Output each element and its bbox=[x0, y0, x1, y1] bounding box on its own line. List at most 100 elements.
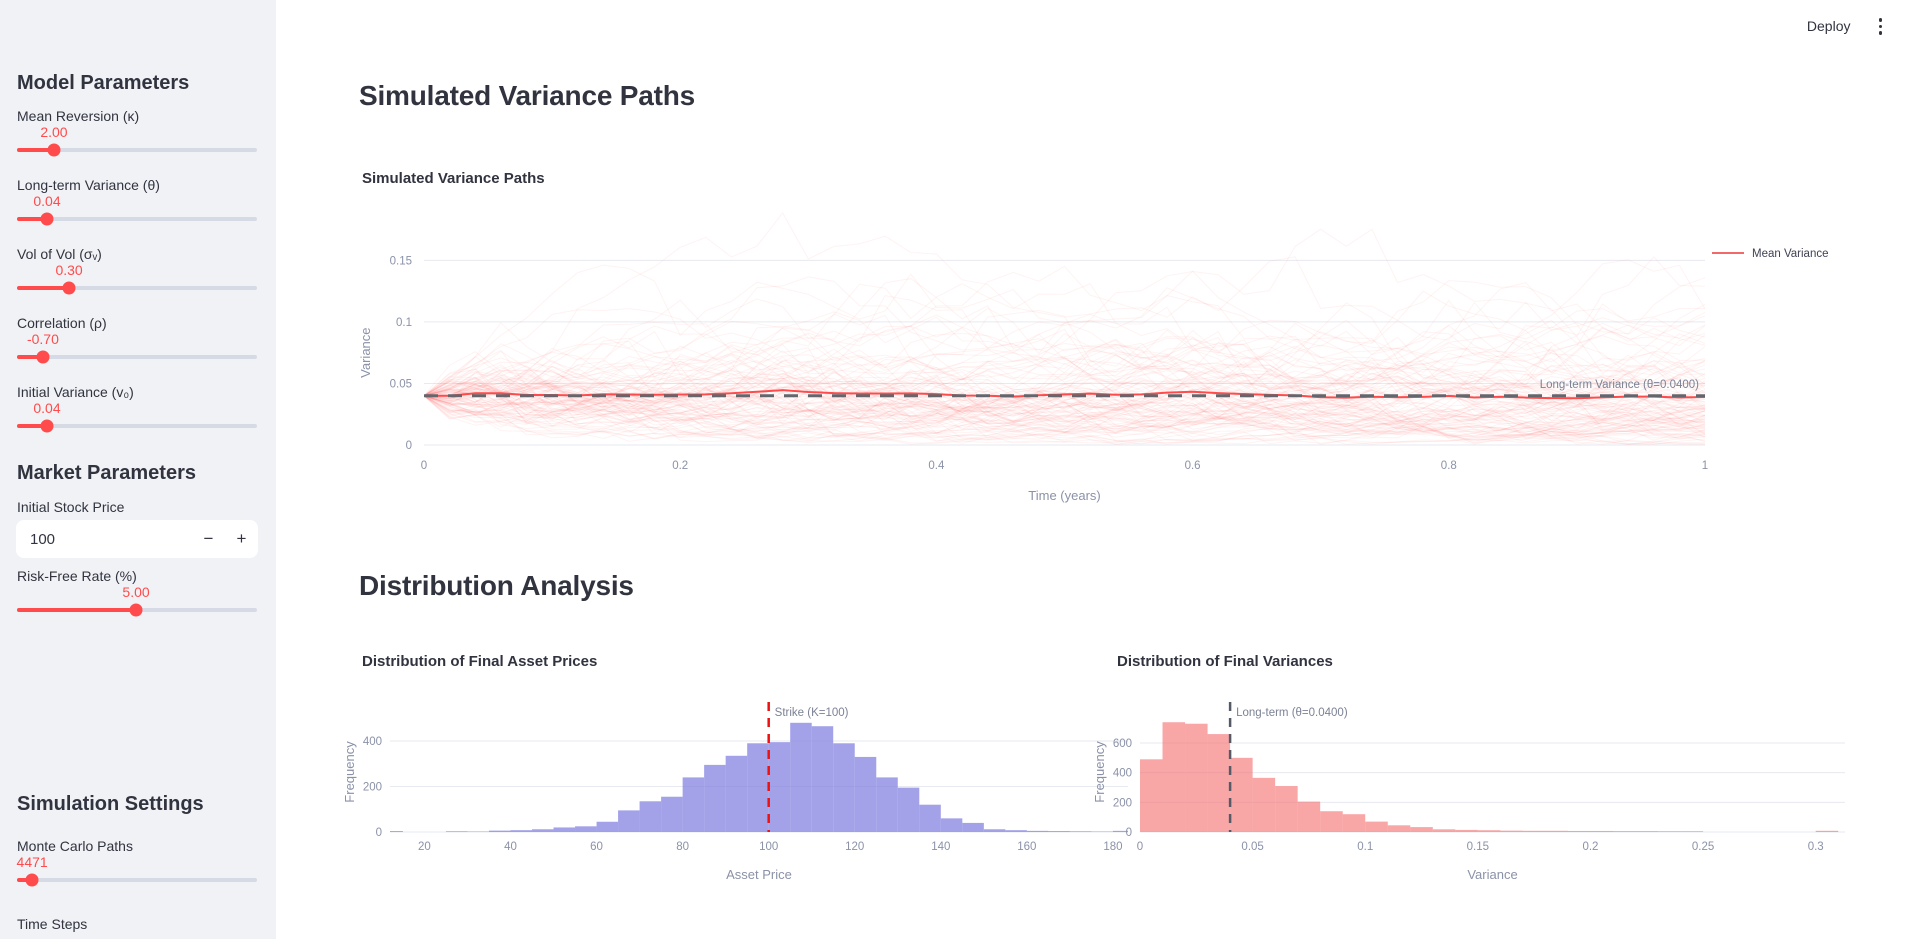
slider-thumb[interactable] bbox=[129, 603, 143, 617]
slider-thumb[interactable] bbox=[36, 350, 50, 364]
slider-value: 0.04 bbox=[33, 193, 61, 209]
svg-text:0.15: 0.15 bbox=[1467, 841, 1489, 853]
svg-text:0.25: 0.25 bbox=[1692, 841, 1714, 853]
variance-hist-title: Distribution of Final Variances bbox=[1117, 653, 1333, 670]
slider-track[interactable] bbox=[17, 350, 257, 364]
slider-monte-carlo-paths: Monte Carlo Paths 4471 bbox=[17, 838, 257, 888]
slider-thumb[interactable] bbox=[40, 212, 54, 226]
svg-text:Frequency: Frequency bbox=[1092, 741, 1107, 803]
svg-text:0: 0 bbox=[376, 827, 382, 839]
asset-price-histogram[interactable]: 0 200 400 Strike (K=100) 20 40 60 80 100 120 140 16… bbox=[340, 686, 1140, 901]
slider-mean-reversion: Mean Reversion (κ) 2.00 bbox=[17, 108, 257, 158]
slider-label: Vol of Vol (σᵥ) bbox=[17, 246, 102, 262]
svg-text:0: 0 bbox=[421, 460, 427, 472]
slider-thumb[interactable] bbox=[47, 143, 61, 157]
slider-track[interactable] bbox=[17, 281, 257, 295]
svg-text:Variance: Variance bbox=[358, 327, 373, 377]
slider-correlation: Correlation (ρ) -0.70 bbox=[17, 315, 257, 365]
svg-text:100: 100 bbox=[759, 841, 778, 853]
svg-text:0.8: 0.8 bbox=[1441, 460, 1457, 472]
slider-label: Long-term Variance (θ) bbox=[17, 177, 160, 193]
svg-text:140: 140 bbox=[931, 841, 950, 853]
stock-price-decrement-button[interactable]: − bbox=[192, 520, 225, 558]
slider-track[interactable] bbox=[17, 873, 257, 887]
svg-text:80: 80 bbox=[676, 841, 689, 853]
slider-initial-variance: Initial Variance (v₀) 0.04 bbox=[17, 384, 257, 434]
kebab-menu-icon[interactable] bbox=[1873, 14, 1889, 39]
deploy-button[interactable]: Deploy bbox=[1806, 18, 1851, 35]
time-steps-label: Time Steps bbox=[17, 916, 88, 932]
svg-text:Asset Price: Asset Price bbox=[726, 867, 792, 882]
section-title-simulated-variance-paths: Simulated Variance Paths bbox=[359, 80, 696, 111]
svg-text:0.3: 0.3 bbox=[1808, 841, 1824, 853]
svg-text:180: 180 bbox=[1103, 841, 1122, 853]
slider-label: Mean Reversion (κ) bbox=[17, 108, 140, 124]
slider-track[interactable] bbox=[17, 419, 257, 433]
svg-text:120: 120 bbox=[845, 841, 864, 853]
slider-fill bbox=[17, 424, 47, 428]
svg-text:0.15: 0.15 bbox=[390, 255, 412, 267]
slider-value: 2.00 bbox=[40, 124, 68, 140]
slider-value: 4471 bbox=[16, 854, 48, 870]
app-toolbar: Deploy bbox=[1807, 14, 1888, 39]
svg-text:Long-term (θ=0.0400): Long-term (θ=0.0400) bbox=[1236, 707, 1348, 719]
slider-thumb[interactable] bbox=[62, 281, 76, 295]
svg-text:0.1: 0.1 bbox=[1357, 841, 1373, 853]
variance-chart-title: Simulated Variance Paths bbox=[362, 170, 545, 187]
svg-text:0.1: 0.1 bbox=[396, 317, 412, 329]
svg-text:600: 600 bbox=[1113, 738, 1132, 750]
slider-thumb[interactable] bbox=[25, 873, 39, 887]
slider-fill bbox=[17, 286, 70, 290]
slider-fill bbox=[17, 148, 54, 152]
svg-text:Mean Variance: Mean Variance bbox=[1752, 248, 1829, 260]
slider-label: Risk-Free Rate (%) bbox=[17, 568, 137, 584]
svg-text:Variance: Variance bbox=[1467, 867, 1517, 882]
svg-text:Long-term Variance (θ=0.0400): Long-term Variance (θ=0.0400) bbox=[1540, 379, 1699, 391]
slider-thumb[interactable] bbox=[40, 419, 54, 433]
svg-text:60: 60 bbox=[590, 841, 603, 853]
stock-price-input[interactable]: 100 − + bbox=[16, 520, 258, 558]
slider-track[interactable] bbox=[17, 603, 257, 617]
svg-text:0: 0 bbox=[1126, 827, 1132, 839]
slider-fill bbox=[17, 217, 47, 221]
slider-value: -0.70 bbox=[26, 331, 59, 347]
stock-price-value[interactable]: 100 bbox=[30, 530, 56, 548]
variance-histogram[interactable]: 0 200 400 600 Long-term (θ=0.0400) 0 0.05 0.1 0.… bbox=[1090, 686, 1906, 901]
stock-price-label: Initial Stock Price bbox=[17, 499, 125, 515]
svg-text:20: 20 bbox=[418, 841, 431, 853]
svg-text:0.05: 0.05 bbox=[1241, 841, 1263, 853]
svg-text:Frequency: Frequency bbox=[342, 741, 357, 803]
slider-value: 5.00 bbox=[122, 584, 150, 600]
slider-label: Initial Variance (v₀) bbox=[17, 384, 134, 400]
simulation-settings-title: Simulation Settings bbox=[17, 793, 204, 815]
slider-track[interactable] bbox=[17, 212, 257, 226]
svg-text:0.2: 0.2 bbox=[672, 460, 688, 472]
svg-text:400: 400 bbox=[1113, 768, 1132, 780]
variance-paths-chart[interactable]: 0 0.05 0.1 0.15 0 0.2 0.4 0.6 0.8 1 Time (years) Va… bbox=[340, 193, 1906, 523]
svg-text:0.05: 0.05 bbox=[390, 378, 412, 390]
svg-text:160: 160 bbox=[1017, 841, 1036, 853]
sidebar: Model Parameters Mean Reversion (κ) 2.00… bbox=[0, 0, 276, 939]
svg-text:400: 400 bbox=[363, 736, 382, 748]
slider-long-term-variance: Long-term Variance (θ) 0.04 bbox=[17, 177, 257, 227]
svg-text:Strike (K=100): Strike (K=100) bbox=[775, 707, 849, 719]
svg-text:1: 1 bbox=[1702, 460, 1708, 472]
svg-text:Time (years): Time (years) bbox=[1028, 488, 1100, 503]
svg-text:0: 0 bbox=[406, 440, 412, 452]
svg-text:40: 40 bbox=[504, 841, 517, 853]
svg-text:0.4: 0.4 bbox=[928, 460, 945, 472]
asset-price-hist-title: Distribution of Final Asset Prices bbox=[362, 653, 598, 670]
svg-text:0: 0 bbox=[1137, 841, 1143, 853]
svg-text:200: 200 bbox=[363, 782, 382, 794]
section-title-distribution-analysis: Distribution Analysis bbox=[359, 570, 634, 601]
stock-price-increment-button[interactable]: + bbox=[225, 520, 258, 558]
slider-vol-of-vol: Vol of Vol (σᵥ) 0.30 bbox=[17, 246, 257, 296]
slider-fill bbox=[17, 355, 43, 359]
model-parameters-title: Model Parameters bbox=[17, 72, 190, 94]
svg-text:0.2: 0.2 bbox=[1582, 841, 1598, 853]
slider-fill bbox=[17, 878, 33, 882]
slider-track[interactable] bbox=[17, 143, 257, 157]
svg-text:200: 200 bbox=[1113, 797, 1132, 809]
svg-text:0.6: 0.6 bbox=[1185, 460, 1201, 472]
slider-fill bbox=[17, 608, 137, 612]
